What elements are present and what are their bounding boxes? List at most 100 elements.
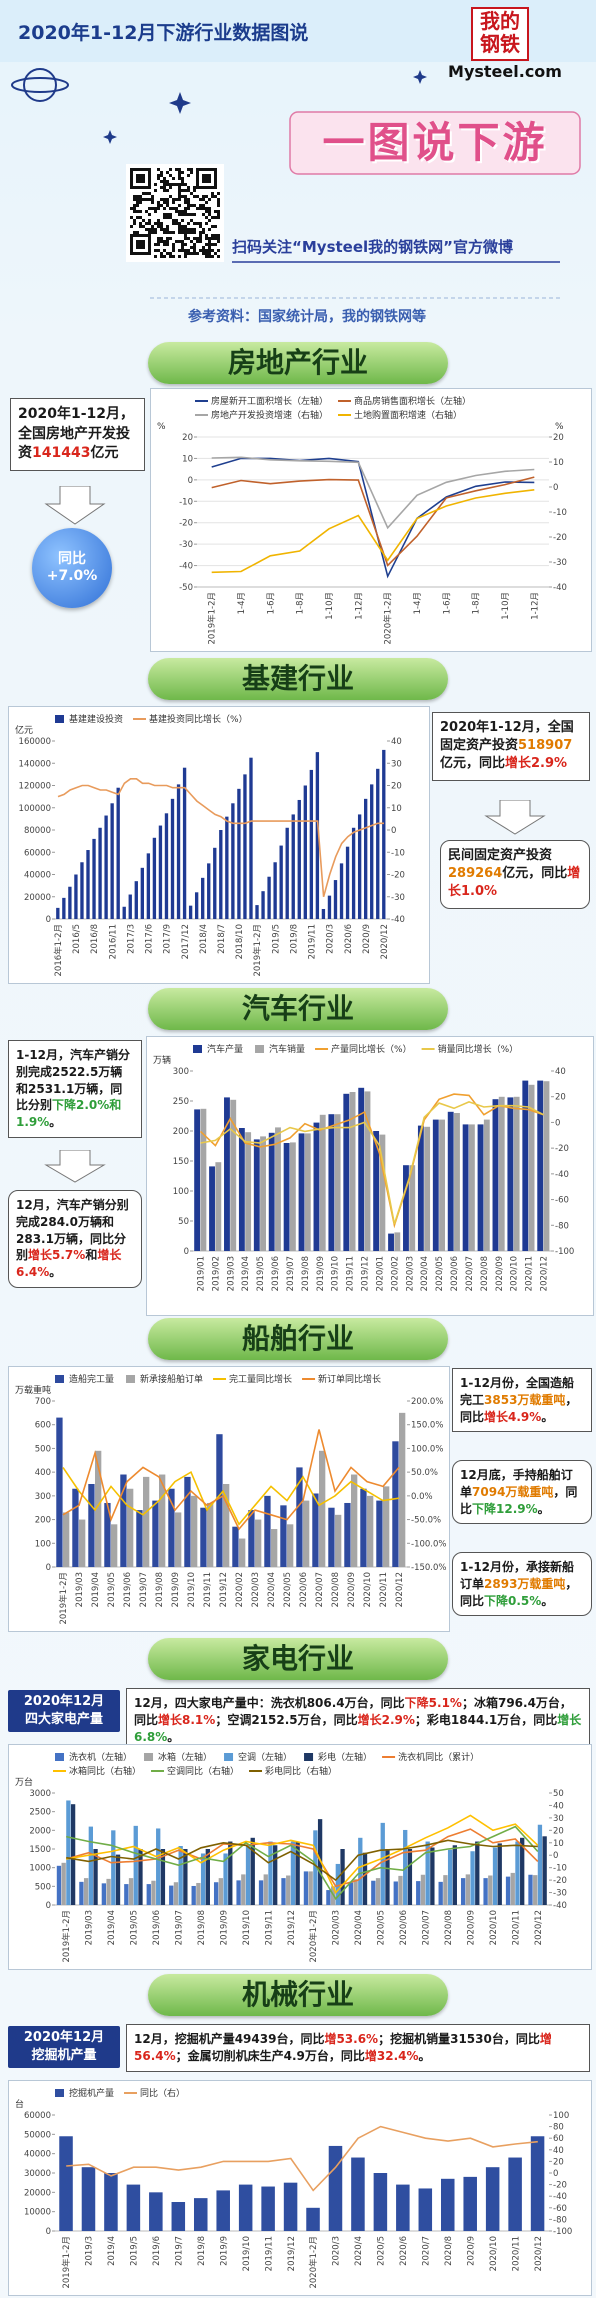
- x-tick-label: 2019/11: [346, 1256, 356, 1291]
- bar: [216, 2190, 230, 2231]
- bubble-text: 同比: [58, 551, 86, 567]
- bar: [120, 1474, 127, 1567]
- bar: [399, 1412, 406, 1567]
- bar: [295, 1841, 300, 1905]
- y2-tick-label: -20: [553, 1876, 567, 1886]
- bar: [383, 1486, 390, 1567]
- bar: [530, 2136, 545, 2231]
- bar: [362, 1852, 368, 1905]
- x-tick-label: 2019/03: [75, 1572, 85, 1607]
- y2-tick-label: 20: [555, 1093, 566, 1103]
- bar: [382, 749, 386, 919]
- legend-swatch: [55, 2089, 64, 2097]
- bar: [261, 891, 265, 919]
- bar: [63, 1512, 70, 1567]
- bar: [160, 1849, 166, 1905]
- legend-label: 土地购置面积增速（右轴）: [354, 409, 462, 421]
- note-number: 518907: [518, 738, 573, 754]
- legend-swatch: [224, 1753, 234, 1761]
- note-text: 。: [418, 2048, 431, 2063]
- note-text: 12月，汽车产销分别完成284.0万辆和283.1万辆，同比分别: [16, 1198, 129, 1263]
- bar: [200, 1108, 207, 1251]
- slogan-box: [289, 111, 581, 175]
- x-tick-label: 2019/7: [175, 2236, 185, 2266]
- note-text: 和: [85, 1248, 98, 1263]
- bar: [59, 2136, 73, 2231]
- x-tick-label: 2020/05: [435, 1256, 445, 1291]
- y2-tick-label: 0: [391, 826, 396, 836]
- y-tick-label: 0: [46, 915, 51, 925]
- note-text: ；空调2152.5万台，同比: [215, 1712, 358, 1727]
- y-tick-label: 1000: [29, 1864, 51, 1874]
- legend-swatch: [55, 715, 64, 723]
- x-tick-label: 2019/11: [308, 924, 318, 959]
- bar: [357, 814, 362, 919]
- badge: 2020年12月 四大家电产量: [8, 1690, 120, 1732]
- y2-tick-label: 0: [553, 483, 558, 493]
- bar: [462, 1124, 469, 1251]
- bar: [335, 1514, 342, 1567]
- bar: [238, 1128, 245, 1251]
- y-tick-label: 600: [35, 1421, 51, 1431]
- x-tick-label: 2019/07: [286, 1256, 296, 1291]
- bar: [207, 1502, 214, 1567]
- bar: [74, 874, 78, 919]
- bar: [388, 1233, 394, 1251]
- line: [211, 457, 535, 579]
- y2-tick-label: -20: [553, 533, 567, 543]
- x-tick-label: 2019/12: [287, 1910, 297, 1945]
- y2-tick-label: 50.0%: [411, 1468, 438, 1478]
- note-text: 12月，挖掘机产量49439台，同比: [134, 2032, 325, 2046]
- y2-tick-label: 200.0%: [411, 1397, 443, 1407]
- bar: [219, 830, 223, 919]
- x-tick-label: 2020/04: [267, 1572, 277, 1607]
- y2-tick-label: 100.0%: [411, 1444, 443, 1454]
- x-tick-label: 2019/07: [175, 1910, 185, 1945]
- x-tick-label: 2020/3: [332, 2236, 342, 2266]
- y2-tick-label: -100: [555, 1247, 574, 1257]
- line: [66, 1814, 539, 1895]
- legend-swatch: [193, 1045, 202, 1053]
- x-tick-label: 2019/08: [155, 1572, 165, 1607]
- arrow: [44, 486, 106, 525]
- x-tick-label: 2019/05: [107, 1572, 117, 1607]
- bar: [268, 1841, 273, 1905]
- bar: [447, 1849, 453, 1905]
- y2-tick-label: 60: [553, 2134, 564, 2144]
- line: [211, 456, 535, 530]
- bar: [81, 2167, 96, 2231]
- bar: [371, 1880, 376, 1905]
- chart: 汽车产量 汽车销量 产量同比增长（%） 销量同比增长（%）万辆050100150200…: [146, 1036, 594, 1316]
- bar: [537, 1824, 543, 1905]
- bar: [223, 1484, 230, 1567]
- x-tick-label: 2020/03: [332, 1910, 342, 1945]
- bar: [279, 845, 283, 919]
- bar: [230, 1099, 237, 1251]
- x-tick-label: 2019/12: [219, 1572, 229, 1607]
- bar: [543, 1081, 550, 1251]
- bar: [164, 813, 169, 919]
- y2-tick-label: -100.0%: [411, 1539, 446, 1549]
- y-tick-label: 160000: [19, 737, 51, 747]
- bar: [488, 1875, 493, 1905]
- y-tick-label: 100: [35, 1539, 51, 1549]
- x-tick-label: 1-4月: [413, 592, 423, 614]
- x-tick-label: 2019/8: [197, 2236, 207, 2266]
- bar: [508, 2157, 522, 2231]
- bar: [438, 1881, 443, 1905]
- y2-tick-label: 10: [553, 1839, 564, 1849]
- y2-unit: %: [555, 422, 564, 432]
- planet-ring: [11, 77, 69, 93]
- follow-text: 扫码关注“Mysteel我的钢铁网”官方微博: [232, 238, 514, 256]
- x-tick-label: 2020/6: [399, 2236, 409, 2266]
- note: 12月底，手持船舶订单7094万载重吨，同比下降12.9%。: [452, 1460, 592, 1525]
- y2-tick-label: -40: [391, 915, 405, 925]
- bar: [258, 1880, 264, 1905]
- y2-tick-label: -30: [391, 893, 405, 903]
- bar: [232, 1526, 239, 1567]
- bar: [492, 1099, 499, 1251]
- x-tick-label: 2019/6: [152, 2236, 162, 2266]
- bar: [143, 1476, 150, 1567]
- y2-tick-label: 20: [553, 1826, 564, 1836]
